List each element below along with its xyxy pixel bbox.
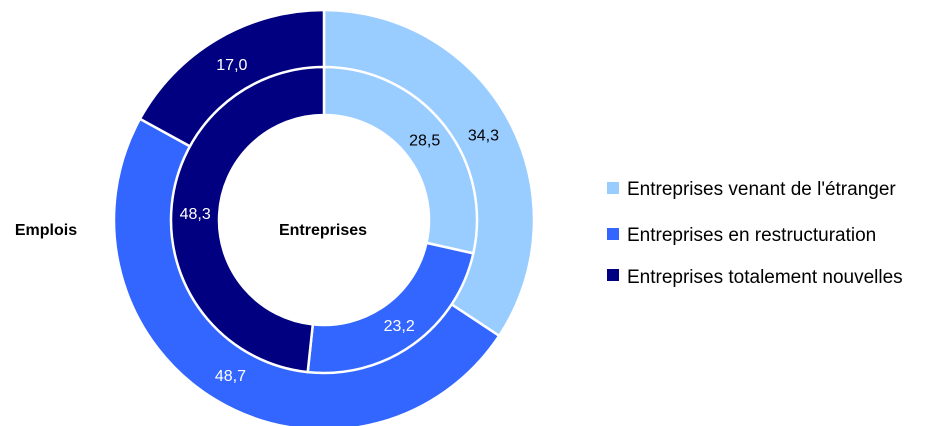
outer-slice-label-1: 34,3 — [468, 127, 499, 144]
inner-slice-label-3: 48,3 — [180, 206, 211, 223]
outer-slice-label-2: 48,7 — [215, 368, 246, 385]
legend-label-foreign: Entreprises venant de l'étranger — [627, 179, 896, 200]
inner-ring-label: Entreprises — [279, 222, 367, 239]
slice-labels: 34,3 48,7 17,0 28,5 23,2 48,3 — [180, 57, 499, 385]
inner-slice-label-1: 28,5 — [409, 132, 440, 149]
legend-label-restructuring: Entreprises en restructuration — [627, 225, 876, 246]
legend-swatch-new — [607, 269, 619, 281]
legend-swatch-restructuring — [607, 228, 619, 240]
inner-slice-label-2: 23,2 — [384, 318, 415, 335]
inner-ring-entreprises — [169, 65, 479, 375]
outer-slice-label-3: 17,0 — [216, 57, 247, 74]
legend: Entreprises venant de l'étranger Entrepr… — [607, 179, 903, 288]
outer-ring-label: Emplois — [15, 222, 77, 239]
legend-swatch-foreign — [607, 182, 619, 194]
inner-slice-3 — [169, 65, 326, 374]
legend-label-new: Entreprises totalement nouvelles — [627, 267, 903, 288]
